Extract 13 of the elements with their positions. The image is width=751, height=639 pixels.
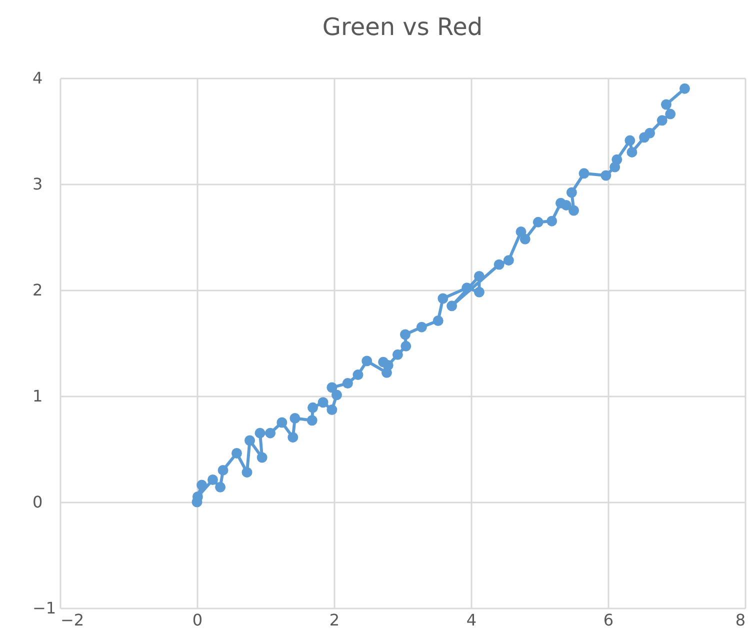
x-tick-label: 6 [603,610,614,630]
x-tick-label: −2 [60,610,84,630]
x-tick-label: 0 [192,610,203,630]
x-tick-label: 2 [329,610,340,630]
x-tick-label: 4 [466,610,477,630]
y-tick-label: 0 [32,492,43,512]
x-tick-label: 8 [735,610,746,630]
y-tick-label: 3 [32,174,43,194]
y-tick-label: 1 [32,386,43,406]
y-tick-label: −1 [32,598,56,618]
y-tick-label: 4 [32,68,43,88]
y-tick-label: 2 [32,280,43,300]
chart-title: Green vs Red [322,13,483,41]
